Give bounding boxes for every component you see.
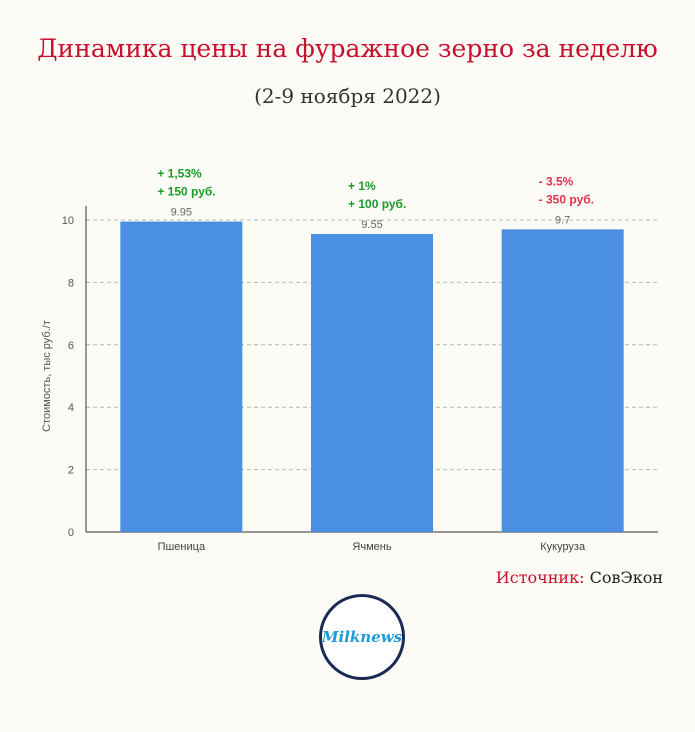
x-tick-label: Кукуруза: [540, 541, 586, 553]
y-tick-label: 2: [68, 465, 74, 477]
y-tick-label: 4: [68, 402, 74, 414]
logo-text: Milknews: [321, 628, 403, 646]
chart-title: Динамика цены на фуражное зерно за недел…: [37, 34, 658, 63]
x-tick-label: Пшеница: [158, 541, 206, 553]
data-label: 9.7: [555, 214, 570, 226]
bar: [501, 229, 624, 533]
y-tick-label: 10: [62, 215, 74, 227]
chart-subtitle: (2-9 ноября 2022): [254, 84, 441, 108]
bar: [120, 221, 243, 532]
change-annotation: + 1,53%: [157, 167, 202, 181]
y-tick-label: 6: [68, 340, 74, 352]
x-tick-label: Ячмень: [352, 541, 391, 553]
bar: [311, 234, 433, 533]
y-axis-label: Стоимость, тыс руб./т: [41, 320, 53, 432]
change-annotation: + 1%: [348, 179, 376, 193]
change-annotation: - 350 руб.: [539, 192, 594, 206]
change-annotation: + 150 руб.: [157, 185, 215, 199]
source-value: СовЭкон: [589, 568, 663, 587]
source-credit: Источник: СовЭкон: [496, 568, 663, 587]
change-annotation: + 100 руб.: [348, 197, 406, 211]
y-tick-label: 8: [68, 277, 74, 289]
data-label: 9.55: [361, 219, 382, 231]
y-tick-label: 0: [68, 527, 74, 539]
change-annotation: - 3.5%: [539, 174, 574, 188]
milknews-logo: Milknews: [319, 594, 405, 680]
source-label: Источник:: [495, 568, 585, 587]
data-label: 9.95: [171, 207, 192, 219]
